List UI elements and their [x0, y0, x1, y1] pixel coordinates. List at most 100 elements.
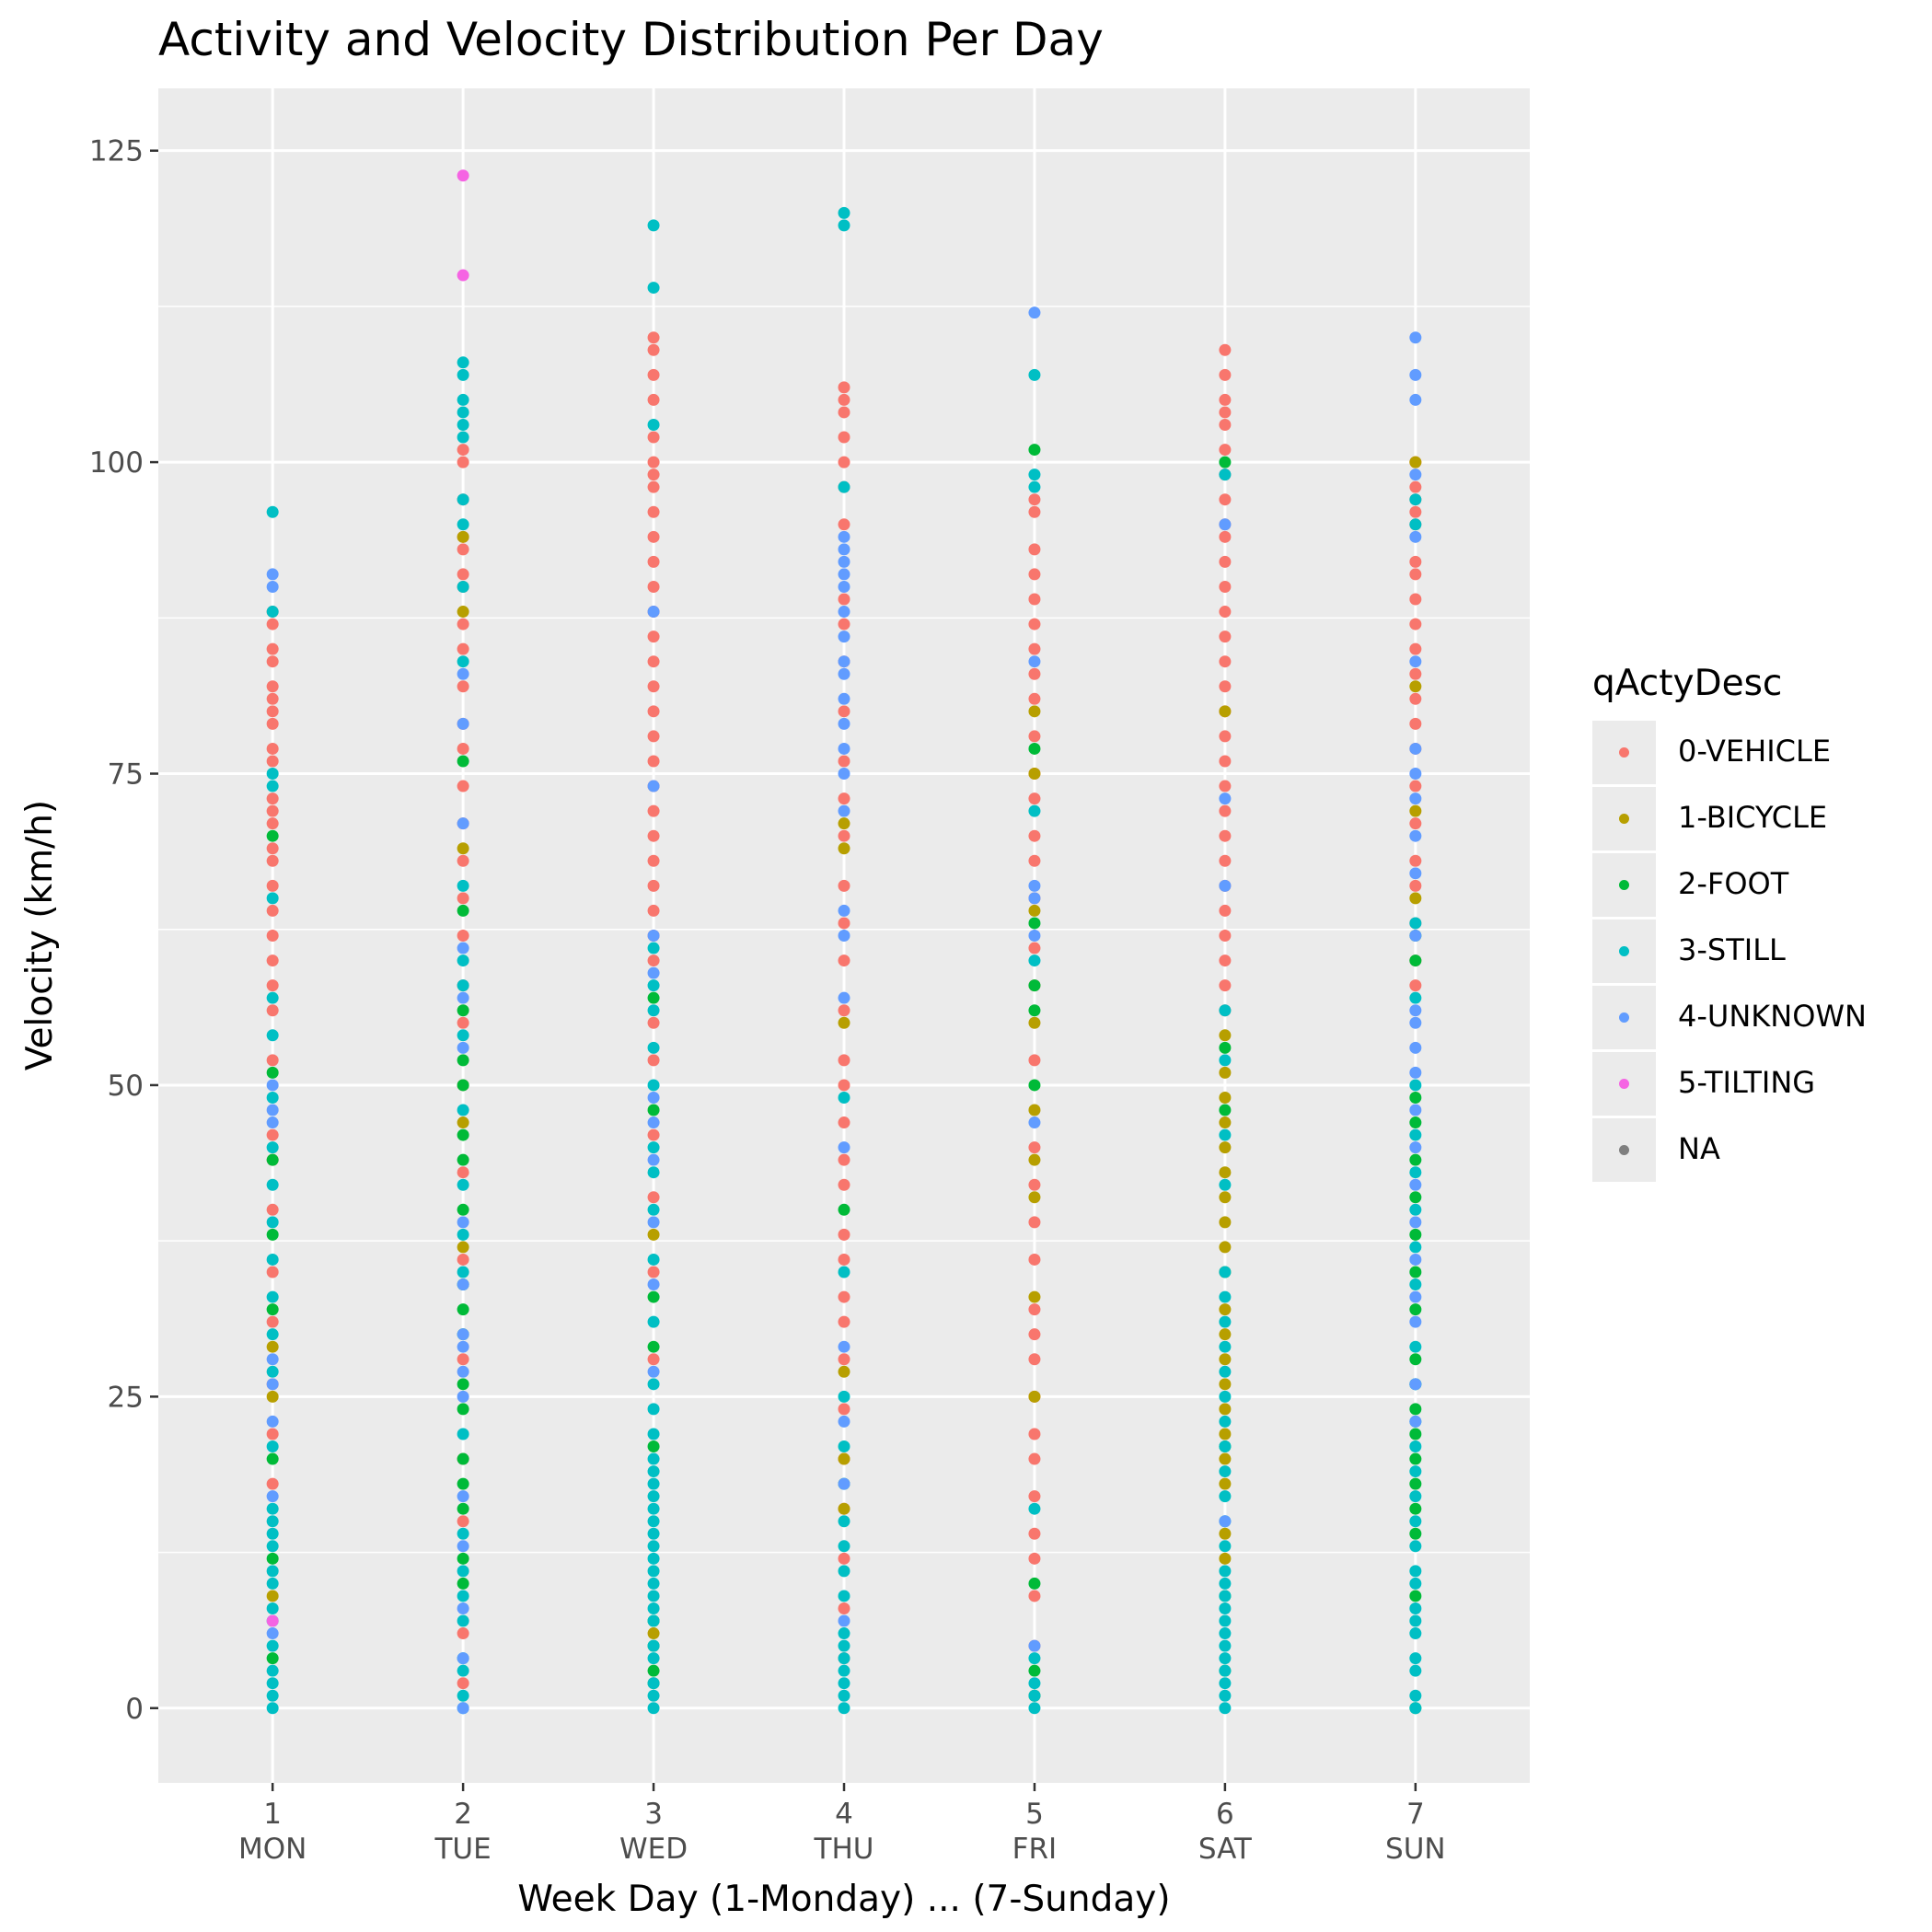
point-3-still	[647, 1465, 660, 1478]
point-0-vehicle	[1028, 1552, 1041, 1565]
point-3-still	[647, 1602, 660, 1614]
legend: qActyDesc 0-VEHICLE 1-BICYCLE 2-FOOT 3-STIL…	[1592, 663, 1867, 1185]
point-0-vehicle	[266, 817, 279, 830]
legend-swatch	[1619, 1079, 1629, 1089]
legend-label: NA	[1678, 1131, 1720, 1166]
point-0-vehicle	[838, 1602, 850, 1614]
point-3-still	[838, 1652, 850, 1665]
point-4-unknown	[266, 580, 279, 593]
point-2-foot	[647, 1440, 660, 1453]
point-0-vehicle	[1028, 618, 1041, 631]
point-4-unknown	[1028, 930, 1041, 942]
y-axis-title: Velocity (km/h)	[19, 800, 61, 1070]
point-4-unknown	[647, 930, 660, 942]
point-3-still	[647, 282, 660, 295]
point-3-still	[266, 1639, 279, 1652]
point-2-foot	[457, 1403, 469, 1416]
point-3-still	[647, 1315, 660, 1328]
point-2-foot	[1409, 954, 1422, 967]
point-5-tilting	[457, 269, 469, 282]
point-3-still	[1028, 1677, 1041, 1690]
point-0-vehicle	[647, 555, 660, 568]
point-1-bicycle	[1219, 1452, 1232, 1465]
point-2-foot	[457, 1552, 469, 1565]
point-4-unknown	[266, 1104, 279, 1116]
point-3-still	[838, 1091, 850, 1104]
point-3-still	[1219, 1614, 1232, 1627]
point-2-foot	[266, 1303, 279, 1316]
point-0-vehicle	[838, 1054, 850, 1067]
point-4-unknown	[1409, 469, 1422, 481]
point-3-still	[457, 393, 469, 406]
point-3-still	[1219, 1415, 1232, 1428]
point-3-still	[647, 1253, 660, 1266]
point-4-unknown	[647, 606, 660, 619]
point-0-vehicle	[1219, 555, 1232, 568]
point-0-vehicle	[1219, 780, 1232, 792]
point-3-still	[1219, 1490, 1232, 1503]
point-2-foot	[647, 991, 660, 1004]
point-0-vehicle	[647, 804, 660, 817]
point-3-still	[1409, 1602, 1422, 1614]
point-4-unknown	[1409, 1016, 1422, 1029]
point-4-unknown	[1409, 530, 1422, 543]
point-3-still	[266, 768, 279, 781]
y-tick-label: 100	[89, 446, 144, 480]
point-3-still	[1028, 804, 1041, 817]
point-3-still	[1219, 1290, 1232, 1303]
point-1-bicycle	[838, 1452, 850, 1465]
point-3-still	[266, 1328, 279, 1341]
point-4-unknown	[838, 904, 850, 917]
point-4-unknown	[457, 1041, 469, 1054]
point-3-still	[647, 1689, 660, 1702]
legend-item: 2-FOOT	[1592, 853, 1788, 920]
point-2-foot	[266, 1652, 279, 1665]
point-2-foot	[1219, 1041, 1232, 1054]
legend-label: 4-UNKNOWN	[1678, 999, 1867, 1034]
point-0-vehicle	[457, 1016, 469, 1029]
point-0-vehicle	[838, 518, 850, 531]
point-0-vehicle	[647, 631, 660, 643]
point-1-bicycle	[647, 1228, 660, 1241]
point-3-still	[1409, 1465, 1422, 1478]
point-0-vehicle	[838, 829, 850, 842]
legend-label: 0-VEHICLE	[1678, 734, 1832, 769]
point-1-bicycle	[1028, 1390, 1041, 1403]
point-2-foot	[1219, 1104, 1232, 1116]
point-1-bicycle	[1028, 1104, 1041, 1116]
point-0-vehicle	[838, 1290, 850, 1303]
point-3-still	[1028, 368, 1041, 381]
point-0-vehicle	[647, 879, 660, 892]
point-3-still	[266, 1141, 279, 1154]
point-3-still	[457, 431, 469, 444]
x-tick-label: 5	[1025, 1798, 1044, 1831]
point-0-vehicle	[1409, 555, 1422, 568]
point-0-vehicle	[647, 393, 660, 406]
point-0-vehicle	[1219, 530, 1232, 543]
point-1-bicycle	[266, 1390, 279, 1403]
point-2-foot	[1409, 1191, 1422, 1204]
point-1-bicycle	[647, 1627, 660, 1640]
point-0-vehicle	[647, 505, 660, 518]
point-2-foot	[457, 1203, 469, 1216]
point-4-unknown	[1219, 518, 1232, 531]
point-3-still	[1409, 1565, 1422, 1578]
point-0-vehicle	[457, 1627, 469, 1640]
point-3-still	[457, 1527, 469, 1540]
chart-title: Activity and Velocity Distribution Per D…	[158, 13, 1104, 66]
point-0-vehicle	[266, 979, 279, 992]
point-1-bicycle	[1219, 1166, 1232, 1179]
point-3-still	[647, 1552, 660, 1565]
point-0-vehicle	[266, 1477, 279, 1490]
point-4-unknown	[838, 1340, 850, 1353]
point-3-still	[838, 1266, 850, 1278]
point-0-vehicle	[647, 1266, 660, 1278]
point-3-still	[266, 505, 279, 518]
point-0-vehicle	[647, 331, 660, 344]
point-2-foot	[1028, 917, 1041, 930]
point-3-still	[647, 1428, 660, 1440]
point-4-unknown	[838, 1477, 850, 1490]
point-0-vehicle	[457, 1353, 469, 1366]
point-0-vehicle	[266, 804, 279, 817]
point-2-foot	[838, 1203, 850, 1216]
